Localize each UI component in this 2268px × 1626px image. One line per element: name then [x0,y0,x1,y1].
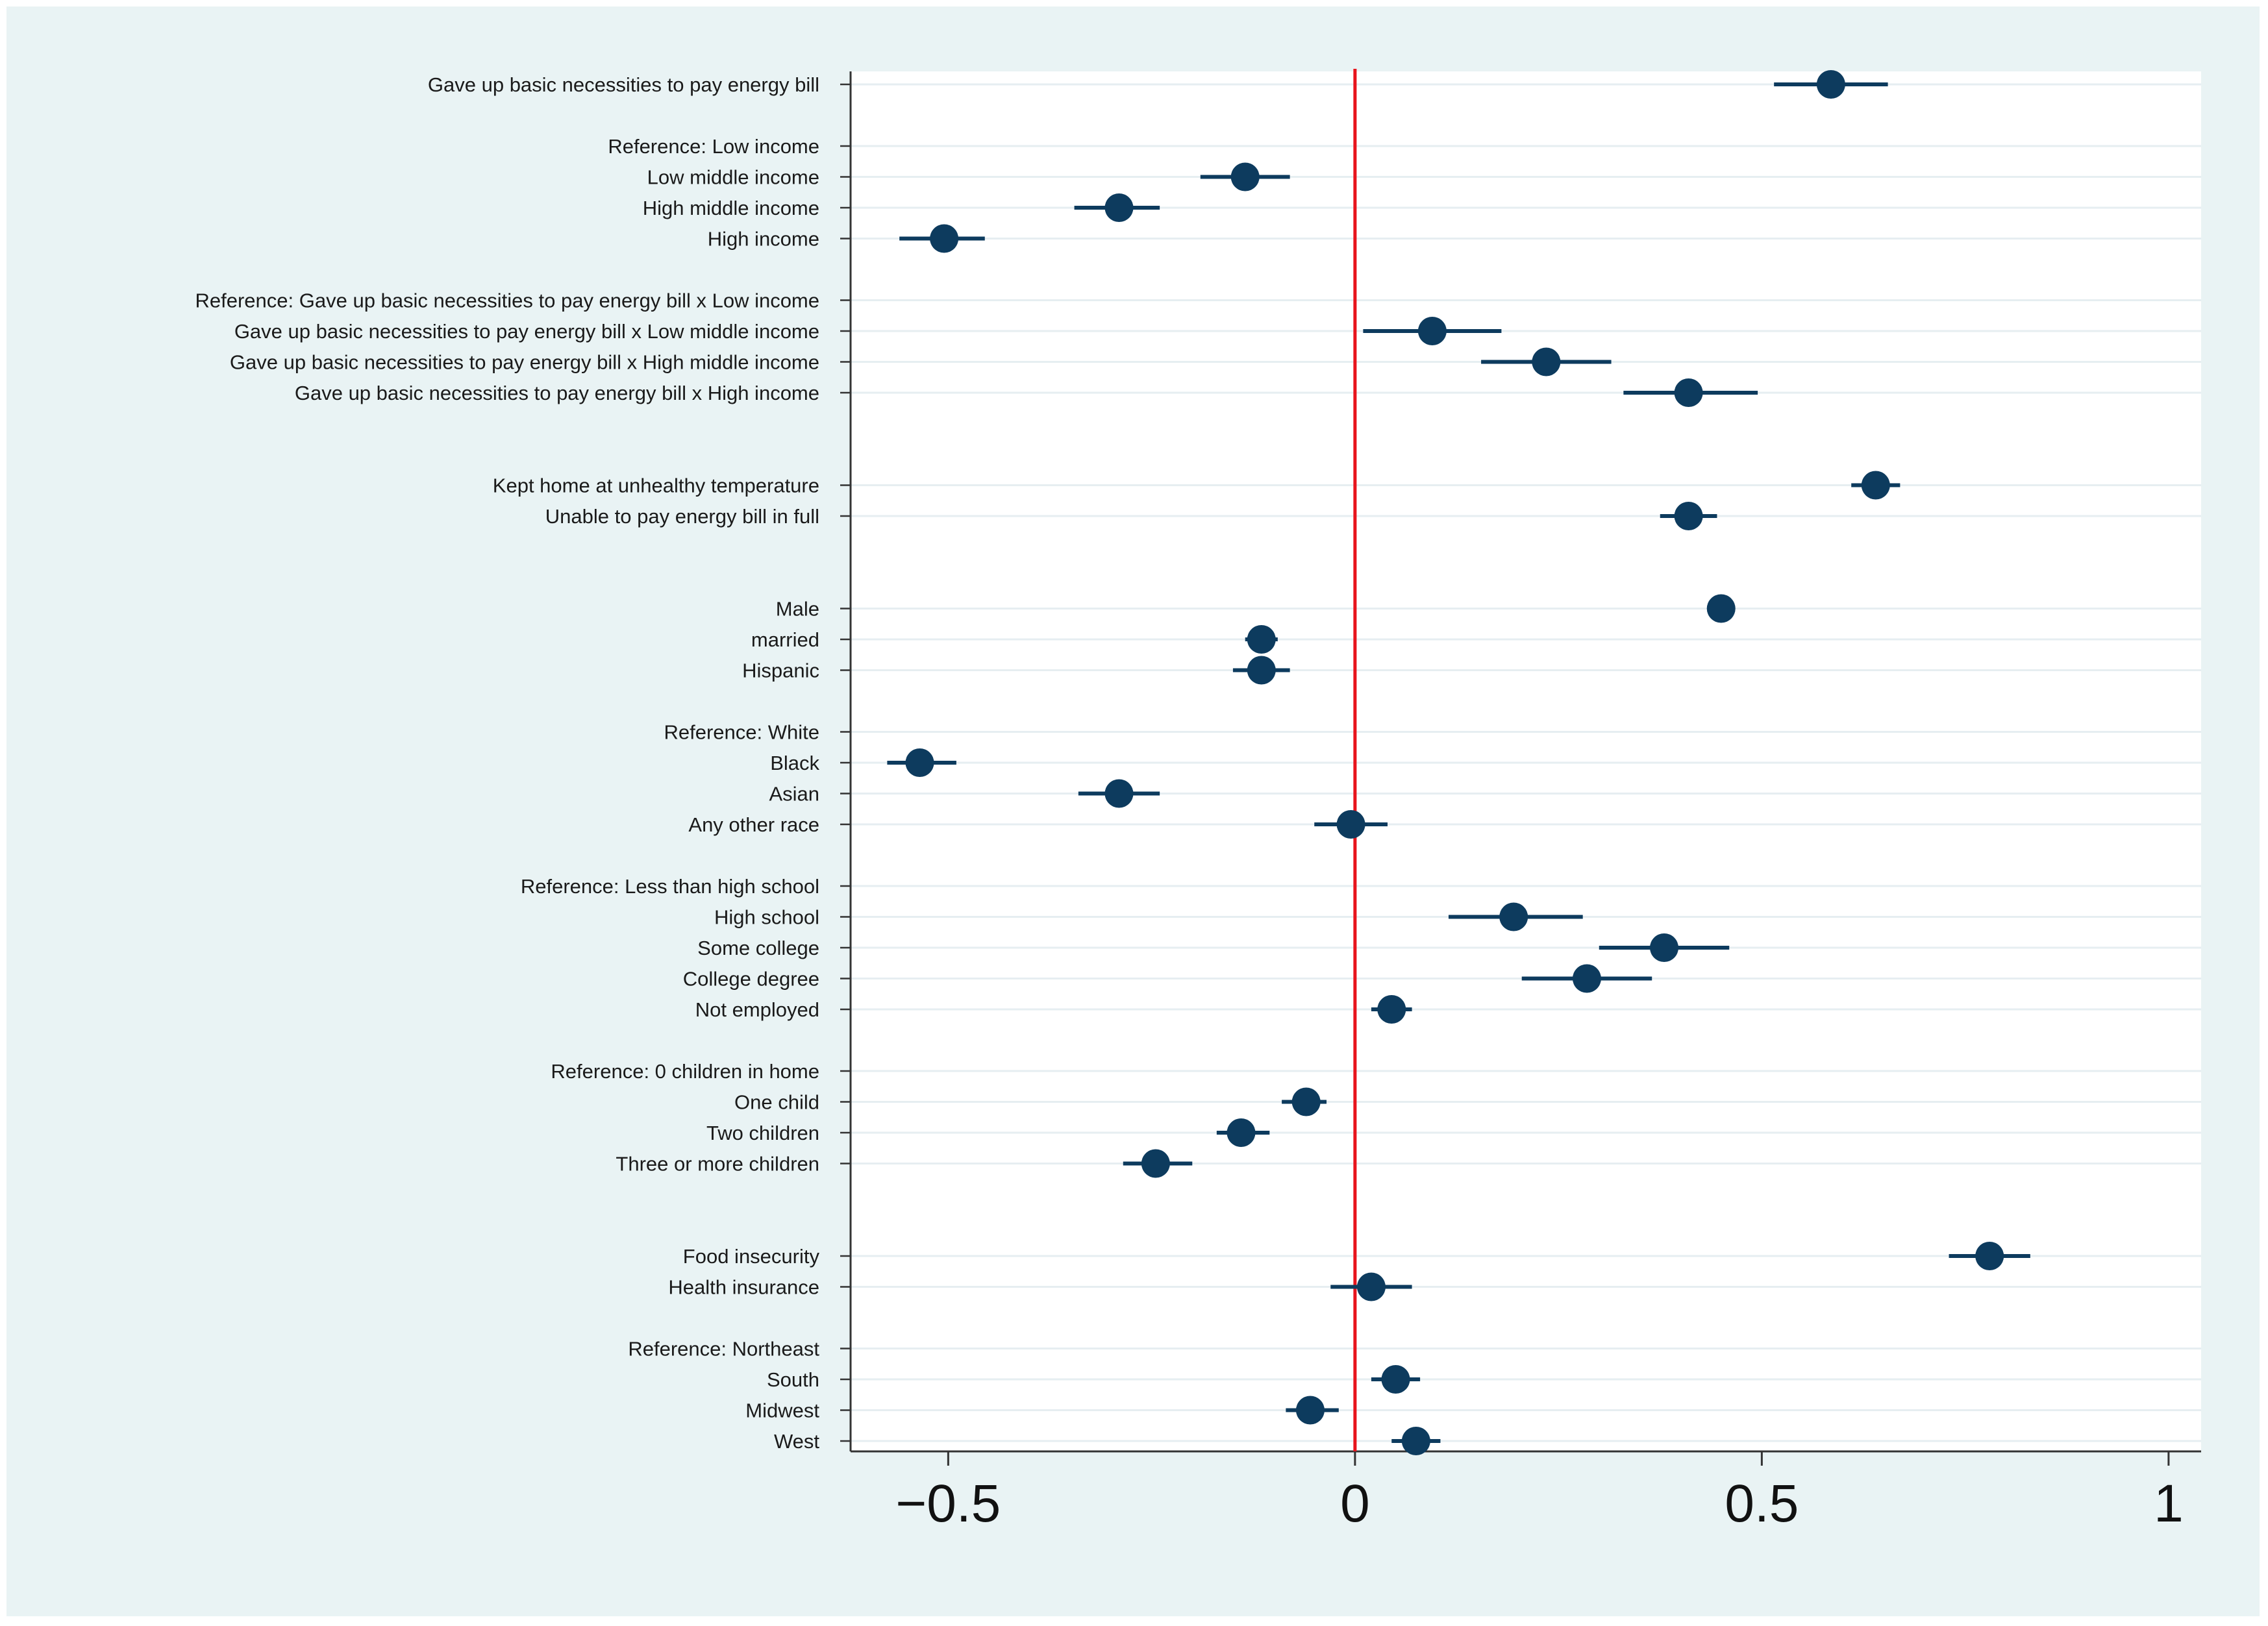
row-label: Reference: Northeast [628,1338,819,1361]
x-tick-label: 1 [2154,1474,2184,1533]
coefficient-marks [887,70,2030,1455]
coefficient-point [1674,378,1703,407]
coefficient-point [1499,902,1528,931]
row-label: Gave up basic necessities to pay energy … [230,351,819,374]
row-label: Gave up basic necessities to pay energy … [234,320,819,343]
row-label: Gave up basic necessities to pay energy … [295,382,819,404]
row-label: Hispanic [742,659,819,682]
coefficient-point [1336,810,1365,839]
row-label: Health insurance [668,1276,819,1299]
row-label: Gave up basic necessities to pay energy … [428,73,819,96]
row-label: Asian [769,783,819,806]
coefficient-plot: Gave up basic necessities to pay energy … [195,69,2201,1533]
row-label: West [774,1430,819,1453]
row-label: Three or more children [616,1153,819,1176]
x-ticks: −0.5 0 0.5 1 [895,1451,2184,1533]
coefficient-point [1381,1365,1410,1394]
coefficient-point [1417,317,1447,345]
coefficient-point [1104,779,1134,808]
row-label: High school [714,906,819,929]
axes [840,71,2201,1453]
coefficient-point [930,224,959,253]
coefficient-point [1227,1118,1256,1147]
row-label: Two children [706,1122,819,1144]
row-label: High income [708,228,819,251]
coefficient-point [1572,964,1601,993]
coefficient-point [1401,1427,1430,1455]
coefficient-point [1247,656,1276,685]
coefficient-point [1295,1396,1325,1425]
coefficient-point [1674,502,1703,530]
row-label: South [767,1368,819,1391]
plot-area [851,71,2201,1451]
row-label: Not employed [695,998,819,1021]
row-label: Male [776,598,819,621]
coefficient-point [1650,933,1679,962]
coefficient-point [1104,193,1134,222]
row-label: Any other race [688,813,819,836]
row-label: Some college [697,937,819,959]
row-label: Reference: White [664,721,820,744]
coefficient-point [905,748,934,777]
row-labels: Gave up basic necessities to pay energy … [195,73,820,1453]
x-tick-label: −0.5 [895,1474,1001,1533]
row-label: Reference: Gave up basic necessities to … [195,289,820,312]
coefficient-point [1141,1149,1170,1178]
x-tick-label: 0.5 [1725,1474,1799,1533]
coefficient-point [1377,995,1406,1024]
coefficient-point [1706,594,1736,623]
row-label: Food insecurity [683,1245,820,1268]
chart-frame: Gave up basic necessities to pay energy … [6,6,2260,1616]
row-label: Low middle income [647,166,819,189]
coefficient-point [1291,1087,1321,1116]
gridlines [851,83,2201,1442]
coefficient-point [1816,70,1845,99]
coefficient-point [1247,625,1276,654]
row-label: Unable to pay energy bill in full [545,505,819,528]
row-label: Reference: Less than high school [521,875,819,898]
row-label: One child [734,1091,819,1114]
row-label: Reference: Low income [608,135,819,158]
coefficient-point [1230,162,1260,191]
x-tick-label: 0 [1340,1474,1370,1533]
coefficient-point [1532,347,1561,376]
row-label: Midwest [745,1399,819,1422]
row-label: married [751,628,819,651]
row-label: College degree [683,968,819,991]
row-label: High middle income [643,197,819,219]
row-label: Reference: 0 children in home [551,1060,819,1083]
coefficient-point [1356,1272,1386,1301]
row-label: Kept home at unhealthy temperature [493,474,819,497]
coefficient-point [1975,1242,2004,1270]
coefficient-point [1861,471,1890,500]
row-label: Black [770,752,819,774]
